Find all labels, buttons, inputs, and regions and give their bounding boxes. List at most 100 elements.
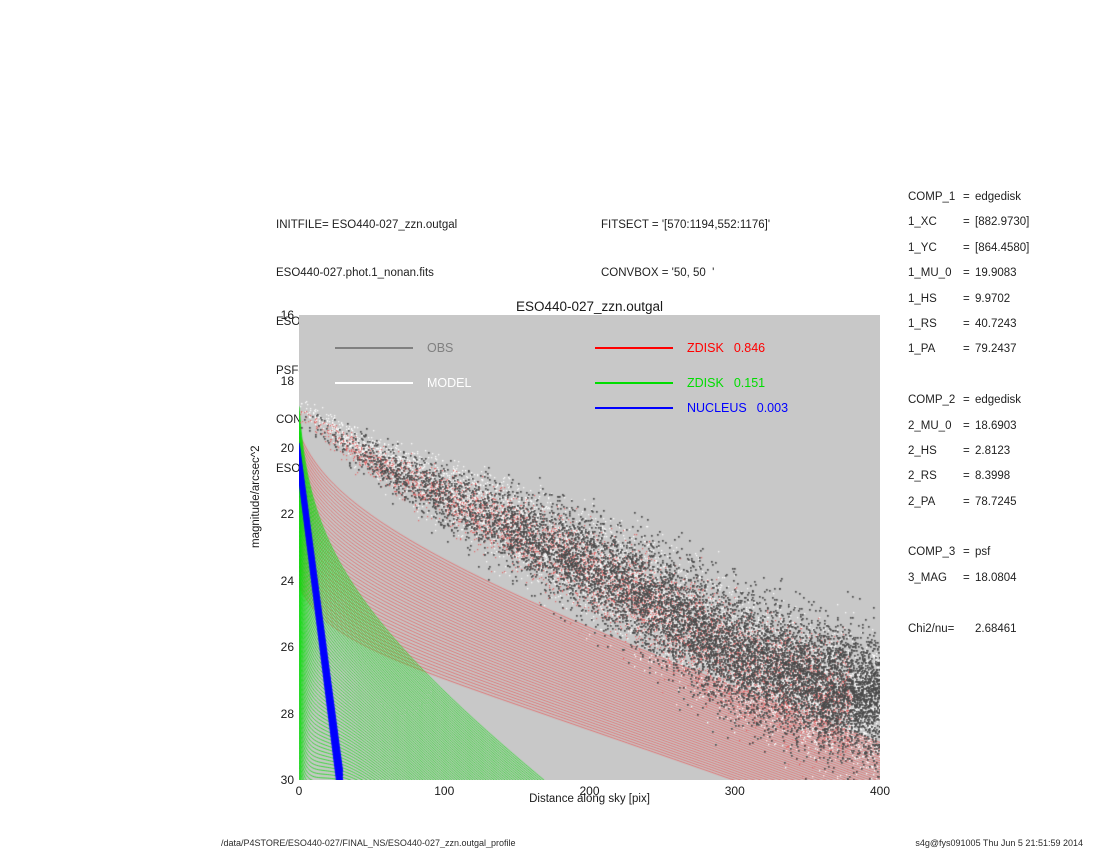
param-key: Chi2/nu= [908,622,955,635]
param-row: 2_PA = 78.7245 [908,496,1029,521]
param-row: 2_MU_0 = 18.6903 [908,420,1029,445]
legend-swatch-line [335,382,413,384]
param-row: 2_RS = 8.3998 [908,470,1029,495]
param-equals: = [963,571,970,584]
param-key: 1_MU_0 [908,267,952,280]
param-value: psf [975,546,991,559]
legend-value: 0.003 [756,401,789,415]
param-value: edgedisk [975,191,1022,203]
fit-parameter-panel: COMP_1 = edgedisk 1_XC = [882.9730] 1_YC = [864.… [908,191,1029,648]
legend-swatch-line [335,347,413,349]
y-tick-label: 26 [280,640,294,655]
param-key: COMP_1 [908,191,956,203]
param-row: 1_MU_0 = 19.9083 [908,267,1029,292]
param-key: 3_MAG [908,571,947,584]
param-key: 1_PA [908,343,936,356]
param-value: 19.9083 [975,267,1017,280]
legend-swatch-line [595,347,673,349]
plot-title: ESO440-027_zzn.outgal [515,299,664,314]
y-tick-label: 18 [280,374,294,389]
param-value: 2.8123 [975,444,1011,457]
param-equals: = [963,267,970,280]
param-row: 1_PA = 79.2437 [908,343,1029,368]
legend-label: ZDISK [687,376,724,390]
y-tick-label: 16 [280,308,294,322]
param-row: 1_HS = 9.9702 [908,293,1029,318]
param-key: COMP_3 [908,546,956,559]
x-tick-label: 200 [579,784,600,798]
param-equals: = [963,292,970,305]
param-value: 2.68461 [975,622,1017,635]
param-equals: = [963,419,970,432]
param-value: 78.7245 [975,495,1017,508]
param-row: COMP_2 = edgedisk [908,394,1029,419]
legend-value: 0.846 [733,341,766,355]
legend-swatch-line [595,407,673,409]
param-equals: = [963,241,970,254]
y-axis-label: magnitude/arcsec^2 [250,445,262,548]
legend-item-nucleus: NUCLEUS 0.003 [595,401,788,415]
param-value: 40.7243 [975,317,1017,330]
param-equals: = [963,470,970,483]
param-row: COMP_1 = edgedisk [908,191,1029,216]
legend-label: ZDISK [687,341,724,355]
meta-line: INITFILE= ESO440-027_zzn.outgal [276,218,458,231]
meta-line: ESO440-027.phot.1_nonan.fits [276,267,434,280]
param-spacer [908,521,1029,546]
legend-value: 0.151 [733,376,766,390]
x-tick-label: 300 [724,784,745,798]
param-key: 1_HS [908,292,937,305]
y-tick-label: 24 [280,573,294,588]
y-tick-label: 28 [280,706,294,721]
param-equals: = [963,343,970,356]
param-equals: = [963,191,970,203]
param-key: 2_HS [908,444,937,457]
x-tick-label: 400 [869,784,891,798]
param-key: COMP_2 [908,394,956,407]
param-row: 2_HS = 2.8123 [908,445,1029,470]
param-value: 18.6903 [975,419,1017,432]
param-key: 1_YC [908,241,937,254]
param-key: 2_RS [908,470,937,483]
y-tick-label: 30 [280,773,294,787]
plot-area: OBS MODEL ZDISK 0.846 ZDISK 0.151 NUCLEUS 0.003 [299,315,880,780]
param-key: 2_MU_0 [908,419,952,432]
legend-item-model: MODEL [335,376,481,390]
x-axis-ticks: 0 100 200 300 400 [295,784,890,802]
x-axis-label: Distance along sky [pix] [529,793,650,805]
legend-label: MODEL [427,376,472,390]
footer-timestamp: s4g@fys091005 Thu Jun 5 21:51:59 2014 [915,838,1083,848]
plot-canvas [299,315,880,780]
param-value: 79.2437 [975,343,1017,356]
legend-label: NUCLEUS [687,401,747,415]
legend-item-zdisk: ZDISK 0.151 [595,376,765,390]
legend-item-obs: OBS [335,341,463,355]
y-tick-label: 22 [280,507,294,522]
param-row: 1_YC = [864.4580] [908,242,1029,267]
meta-line: CONVBOX = '50, 50 ' [601,267,715,280]
param-row: Chi2/nu= 2.68461 [908,623,1029,648]
legend-swatch-line [595,382,673,384]
param-value: 9.9702 [975,292,1011,305]
param-key: 1_XC [908,216,937,229]
param-row: 1_XC = [882.9730] [908,216,1029,241]
param-value: 18.0804 [975,571,1017,584]
param-equals: = [963,495,970,508]
param-spacer [908,369,1029,394]
param-key: 2_PA [908,495,936,508]
param-equals: = [963,546,970,559]
footer-path: /data/P4STORE/ESO440-027/FINAL_NS/ESO440… [221,838,516,848]
param-spacer [908,597,1029,622]
legend-label: OBS [427,341,454,355]
y-tick-label: 20 [280,440,294,455]
param-key: 1_RS [908,317,937,330]
param-value: 8.3998 [975,470,1011,483]
param-value: [864.4580] [975,241,1030,254]
x-tick-label: 100 [434,784,455,798]
param-value: edgedisk [975,394,1022,407]
param-equals: = [963,317,970,330]
param-row: COMP_3 = psf [908,546,1029,571]
legend-item-zdisk: ZDISK 0.846 [595,341,765,355]
param-equals: = [963,216,970,229]
x-tick-label: 0 [295,784,303,798]
